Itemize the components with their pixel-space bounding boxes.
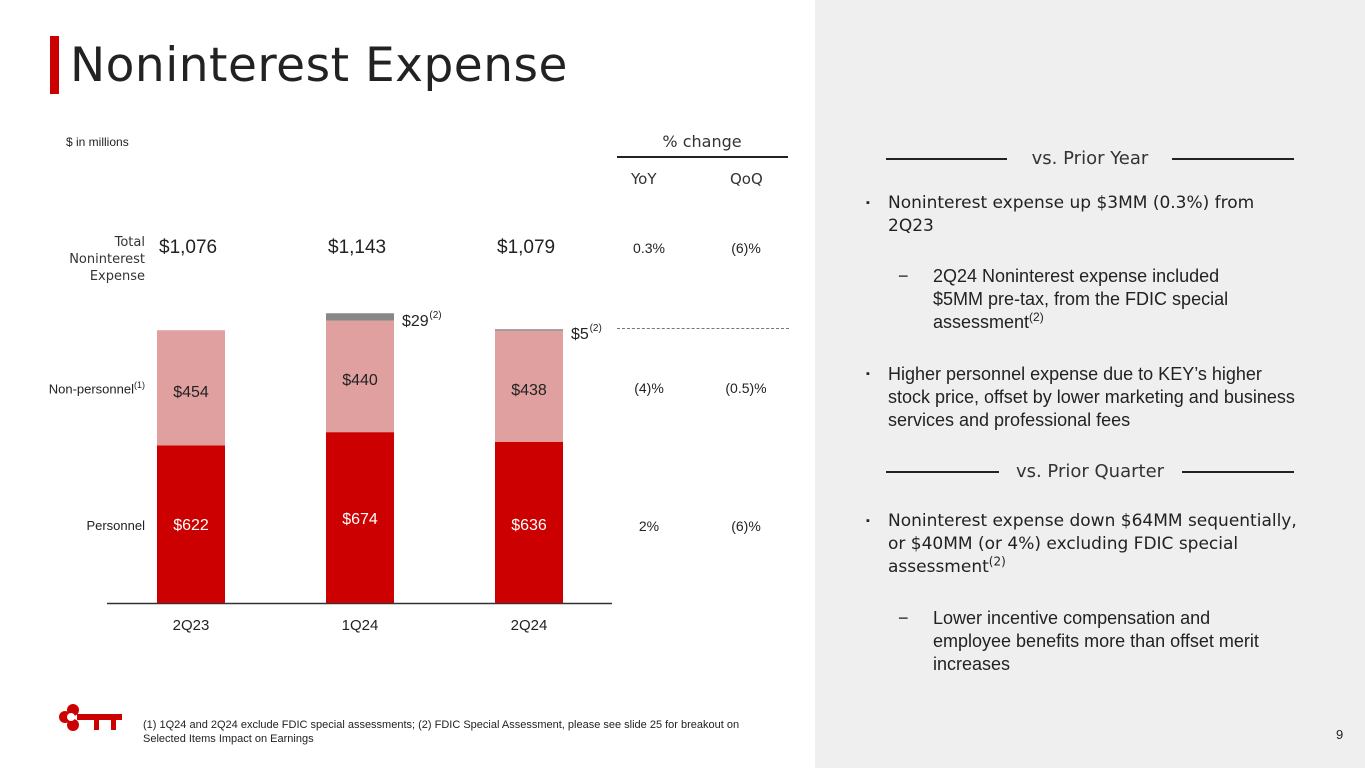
bullet-marker: ▪ [866, 515, 870, 527]
bar-non-personnel-1q24 [326, 320, 394, 433]
heading-rule-right [1182, 471, 1294, 473]
bar-value-personnel-1q24: $674 [342, 511, 378, 528]
bar-non-personnel-2q23 [157, 330, 225, 446]
heading-rule-left [886, 471, 999, 473]
total-yoy: 0.3% [633, 240, 665, 256]
total-value-2q24: $1,079 [497, 237, 556, 258]
bar-personnel-2q24 [495, 441, 563, 603]
nonpersonnel-yoy: (4)% [634, 380, 664, 396]
bar-value-non-personnel-1q24: $440 [342, 372, 378, 389]
personnel-yoy: 2% [638, 518, 660, 534]
bar-fdic-special-assessment-1q24 [326, 313, 394, 321]
dash-marker: − [898, 266, 909, 286]
vs-prior-year-heading-text: vs. Prior Year [1031, 148, 1149, 169]
py-sub-1-body: 2Q24 Noninterest expense included $5MM p… [933, 266, 1229, 332]
nonpersonnel-qoq: (0.5)% [725, 380, 767, 396]
bar-value-personnel-2q24: $636 [511, 517, 547, 534]
fdic-label-sup-2q24: (2) [590, 323, 602, 334]
page-number: 9 [1336, 727, 1344, 742]
yoy-header: YoY [631, 170, 657, 188]
key-logo-icon [59, 704, 122, 731]
pct-change-divider [617, 156, 788, 158]
nonpersonnel-row-label: Non-personnel(1) [40, 380, 145, 396]
vs-prior-quarter-heading: vs. Prior Quarter [886, 461, 1294, 495]
vs-prior-year-heading: vs. Prior Year [886, 148, 1294, 182]
vs-prior-quarter-heading-text: vs. Prior Quarter [1015, 461, 1165, 482]
nonpersonnel-label-sup: (1) [134, 380, 145, 390]
x-tick-2q23: 2Q23 [173, 617, 210, 634]
fdic-label-2q24: $5 [571, 326, 589, 343]
right-panel [815, 0, 1365, 768]
bar-personnel-1q24 [326, 432, 394, 603]
heading-rule-right [1172, 158, 1294, 160]
pq-bullet-1-text: Noninterest expense down $64MM sequentia… [888, 510, 1298, 579]
bullet-marker: ▪ [866, 197, 870, 209]
x-tick-2q24: 2Q24 [511, 617, 548, 634]
bar-value-non-personnel-2q23: $454 [173, 384, 209, 401]
title-accent-bar [50, 36, 59, 94]
pq-bullet-1-sup: (2) [988, 554, 1006, 569]
nonpersonnel-label-text: Non-personnel [48, 381, 134, 397]
personnel-qoq: (6)% [731, 518, 761, 534]
x-tick-1q24: 1Q24 [342, 617, 379, 634]
fdic-label-sup-1q24: (2) [429, 310, 441, 321]
pq-sub-1-text: Lower incentive compensation and employe… [933, 608, 1259, 674]
total-qoq: (6)% [731, 240, 761, 256]
pct-dashed-divider [617, 328, 789, 329]
total-value-2q23: $1,076 [159, 237, 218, 258]
qoq-header: QoQ [730, 170, 763, 188]
pct-change-header: % change [662, 132, 742, 151]
heading-rule-left [886, 158, 1007, 160]
py-bullet-2-text: Higher personnel expense due to KEY’s hi… [888, 364, 1295, 430]
personnel-row-label: Personnel [86, 518, 145, 533]
dash-marker: − [898, 608, 909, 628]
py-bullet-1-text: Noninterest expense up $3MM (0.3%) from … [888, 193, 1255, 236]
bar-value-personnel-2q23: $622 [173, 517, 209, 534]
total-value-1q24: $1,143 [328, 237, 387, 258]
page-title: Noninterest Expense [70, 38, 568, 93]
units-label: $ in millions [66, 135, 129, 149]
fdic-label-1q24: $29 [402, 313, 429, 330]
py-sub-1-text: 2Q24 Noninterest expense included $5MM p… [933, 265, 1273, 334]
bar-personnel-2q23 [157, 445, 225, 603]
bar-value-non-personnel-2q24: $438 [511, 382, 547, 399]
bullet-marker: ▪ [866, 368, 870, 380]
footnote: (1) 1Q24 and 2Q24 exclude FDIC special a… [143, 719, 740, 745]
py-sub-1-sup: (2) [1029, 310, 1044, 324]
bar-fdic-special-assessment-2q24 [495, 329, 563, 331]
pq-bullet-1-body: Noninterest expense down $64MM sequentia… [888, 511, 1297, 577]
total-row-label: Total Noninterest Expense [69, 235, 145, 284]
bar-non-personnel-2q24 [495, 330, 563, 442]
